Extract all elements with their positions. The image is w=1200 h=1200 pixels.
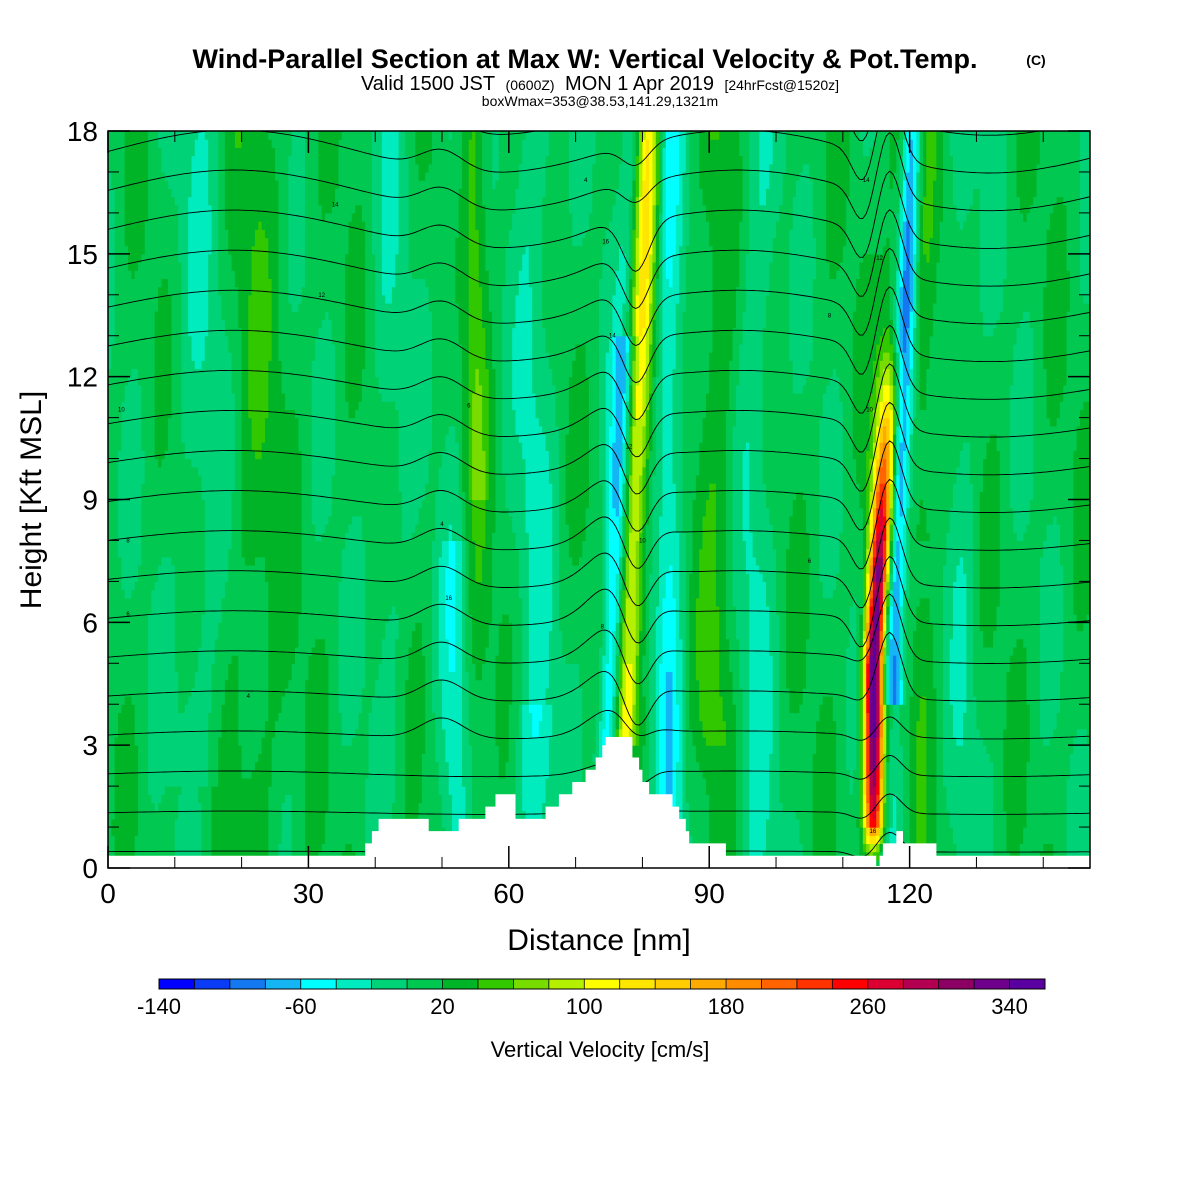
chart-subtitle: Valid 1500 JST (0600Z) MON 1 Apr 2019 [2… — [361, 73, 839, 95]
chart-title: Wind-Parallel Section at Max W: Vertical… — [193, 44, 978, 74]
chart: Wind-Parallel Section at Max W: Vertical… — [0, 0, 1200, 1200]
info-line: boxWmax=353@38.53,141.29,1321m — [482, 93, 718, 109]
subtitle-date: MON 1 Apr 2019 — [565, 73, 714, 95]
subtitle-zulu: (0600Z) — [506, 77, 555, 93]
chart-title-tag: (C) — [1026, 52, 1045, 68]
subtitle-forecast: [24hrFcst@1520z] — [724, 77, 839, 93]
subtitle-valid: Valid 1500 JST — [361, 73, 495, 95]
